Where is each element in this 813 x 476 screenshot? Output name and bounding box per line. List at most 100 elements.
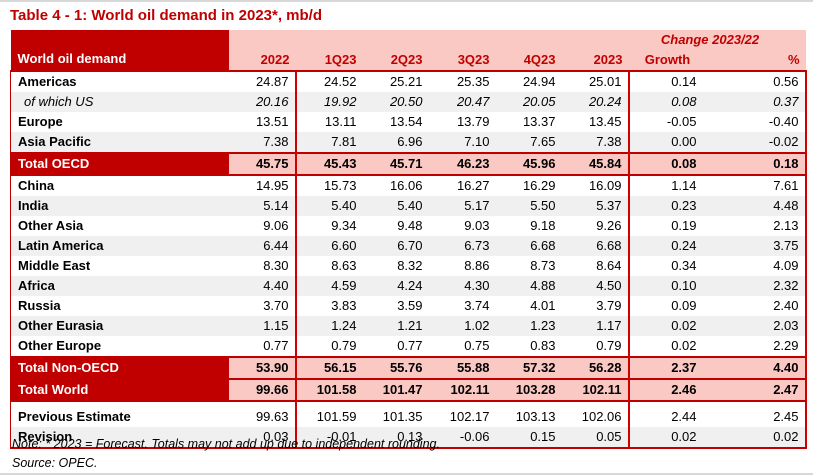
table-row: Other Europe 0.77 0.79 0.77 0.75 0.83 0.… — [10, 336, 807, 357]
cell-4q23: 0.15 — [495, 427, 562, 449]
cell-2q23: 3.59 — [362, 296, 429, 316]
cell-2022: 9.06 — [228, 216, 297, 236]
cell-2q23: 45.71 — [362, 152, 429, 176]
cell-1q23: 45.43 — [295, 152, 363, 176]
table-gap — [10, 401, 807, 407]
cell-2022: 24.87 — [228, 71, 297, 92]
cell-percent: 7.61 — [714, 175, 807, 196]
cell-3q23: 55.88 — [428, 356, 496, 380]
cell-2022: 5.14 — [228, 196, 297, 216]
cell-1q23: 8.63 — [295, 256, 363, 276]
table-row: Total OECD 45.75 45.43 45.71 46.23 45.96… — [10, 152, 807, 176]
cell-3q23: 20.47 — [428, 92, 496, 112]
cell-2022: 13.51 — [228, 112, 297, 132]
cell-growth: 0.09 — [628, 296, 715, 316]
cell-2q23: 101.35 — [362, 407, 429, 427]
cell-4q23: 7.65 — [495, 132, 562, 153]
cell-2022: 99.66 — [228, 378, 297, 402]
cell-2023: 3.79 — [561, 296, 630, 316]
cell-2022: 1.15 — [228, 316, 297, 336]
cell-percent: 2.40 — [714, 296, 807, 316]
cell-percent: 0.37 — [714, 92, 807, 112]
cell-2023: 0.79 — [561, 336, 630, 357]
table-row: Total World 99.66 101.58 101.47 102.11 1… — [10, 378, 807, 402]
table-row: Americas 24.87 24.52 25.21 25.35 24.94 2… — [10, 71, 807, 92]
corner-header: World oil demand — [10, 30, 229, 72]
row-label: Total World — [10, 378, 229, 402]
cell-2q23: 6.96 — [362, 132, 429, 153]
row-label: China — [10, 175, 229, 196]
cell-2023: 8.64 — [561, 256, 630, 276]
table-header: World oil demand Change 2023/22 2022 1Q2… — [10, 30, 806, 72]
row-label: Total Non-OECD — [10, 356, 229, 380]
row-label: Asia Pacific — [10, 132, 229, 153]
row-label: Americas — [10, 71, 229, 92]
row-label: Russia — [10, 296, 229, 316]
cell-3q23: 4.30 — [428, 276, 496, 296]
cell-3q23: 46.23 — [428, 152, 496, 176]
cell-2023: 25.01 — [561, 71, 630, 92]
cell-growth: 0.00 — [628, 132, 715, 153]
cell-3q23: 9.03 — [428, 216, 496, 236]
cell-growth: 0.19 — [628, 216, 715, 236]
cell-percent: 2.47 — [714, 378, 807, 402]
cell-1q23: 24.52 — [295, 71, 363, 92]
col-header-1q23: 1Q23 — [295, 50, 363, 72]
cell-2q23: 9.48 — [362, 216, 429, 236]
cell-3q23: 6.73 — [428, 236, 496, 256]
table-row: Other Eurasia 1.15 1.24 1.21 1.02 1.23 1… — [10, 316, 807, 336]
cell-growth: 2.37 — [628, 356, 715, 380]
cell-2022: 20.16 — [228, 92, 297, 112]
cell-2022: 53.90 — [228, 356, 297, 380]
spacer-row — [10, 401, 807, 407]
cell-4q23: 20.05 — [495, 92, 562, 112]
cell-2q23: 5.40 — [362, 196, 429, 216]
cell-3q23: 102.11 — [428, 378, 496, 402]
table-row: Revision 0.03 -0.01 0.13 -0.06 0.15 0.05… — [10, 427, 807, 449]
cell-1q23: 13.11 — [295, 112, 363, 132]
footnote: Note: * 2023 = Forecast. Totals may not … — [12, 437, 440, 451]
cell-2023: 4.50 — [561, 276, 630, 296]
cell-2q23: 0.77 — [362, 336, 429, 357]
cell-4q23: 4.88 — [495, 276, 562, 296]
table-title: Table 4 - 1: World oil demand in 2023*, … — [10, 7, 323, 24]
row-label: Total OECD — [10, 152, 229, 176]
cell-2q23: 101.47 — [362, 378, 429, 402]
table-body-main: Americas 24.87 24.52 25.21 25.35 24.94 2… — [10, 71, 807, 402]
table-row: Russia 3.70 3.83 3.59 3.74 4.01 3.79 0.0… — [10, 296, 807, 316]
cell-2q23: 6.70 — [362, 236, 429, 256]
cell-3q23: 13.79 — [428, 112, 496, 132]
cell-2q23: 13.54 — [362, 112, 429, 132]
cell-4q23: 6.68 — [495, 236, 562, 256]
cell-2023: 45.84 — [561, 152, 630, 176]
cell-1q23: 3.83 — [295, 296, 363, 316]
cell-1q23: 9.34 — [295, 216, 363, 236]
col-header-2q23: 2Q23 — [362, 50, 429, 72]
cell-growth: 0.34 — [628, 256, 715, 276]
table-row: Middle East 8.30 8.63 8.32 8.86 8.73 8.6… — [10, 256, 807, 276]
cell-1q23: 6.60 — [295, 236, 363, 256]
cell-4q23: 16.29 — [495, 175, 562, 196]
cell-2023: 13.45 — [561, 112, 630, 132]
cell-2023: 102.11 — [561, 378, 630, 402]
cell-growth: 0.24 — [628, 236, 715, 256]
cell-2022: 14.95 — [228, 175, 297, 196]
row-label: Middle East — [10, 256, 229, 276]
cell-percent: 2.29 — [714, 336, 807, 357]
cell-3q23: 102.17 — [428, 407, 496, 427]
cell-4q23: 13.37 — [495, 112, 562, 132]
table-row: Europe 13.51 13.11 13.54 13.79 13.37 13.… — [10, 112, 807, 132]
row-label: Latin America — [10, 236, 229, 256]
cell-2q23: 25.21 — [362, 71, 429, 92]
cell-percent: 4.09 — [714, 256, 807, 276]
cell-2022: 7.38 — [228, 132, 297, 153]
row-label: Other Asia — [10, 216, 229, 236]
cell-1q23: 19.92 — [295, 92, 363, 112]
cell-3q23: 0.75 — [428, 336, 496, 357]
row-label: Africa — [10, 276, 229, 296]
table-row: China 14.95 15.73 16.06 16.27 16.29 16.0… — [10, 175, 807, 196]
cell-2023: 1.17 — [561, 316, 630, 336]
cell-3q23: 16.27 — [428, 175, 496, 196]
cell-growth: 0.10 — [628, 276, 715, 296]
